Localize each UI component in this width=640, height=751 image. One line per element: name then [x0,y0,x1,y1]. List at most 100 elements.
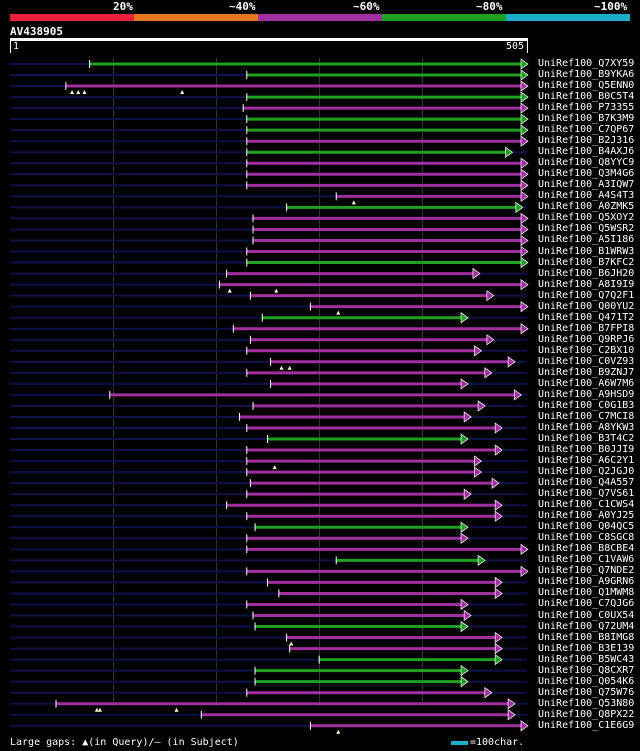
hit-name-link[interactable]: UniRef100_B3T4C2 [538,433,635,445]
hit-end-arrow [494,510,503,522]
hit-name-link[interactable]: UniRef100_Q054K6 [538,675,635,687]
hit-name-link[interactable]: UniRef100_B3E139 [538,642,635,654]
hit-name-link[interactable]: UniRef100_B8CBE4 [538,543,635,555]
hit-end-arrow [460,532,469,544]
hit-name-link[interactable]: UniRef100_A0ZMK5 [538,201,635,213]
hit-name-link[interactable]: UniRef100_Q4A557 [538,477,635,489]
hit-name-link[interactable]: UniRef100_Q7NDE2 [538,565,635,577]
hit-name-link[interactable]: UniRef100_Q75W76 [538,686,635,698]
hit-name-link[interactable]: UniRef100_B2J316 [538,135,635,147]
hit-name-link[interactable]: UniRef100_C7QJG6 [538,598,635,610]
hit-name-link[interactable]: UniRef100_P73355 [538,102,635,114]
hit-end-arrow [520,157,529,169]
hit-end-arrow [520,565,529,578]
hit-end-arrow [491,477,500,489]
hit-end-arrow [460,598,469,611]
hit-name-link[interactable]: UniRef100_B4AXJ6 [538,146,635,158]
hit-name-link[interactable]: UniRef100_A9HSD9 [538,388,635,400]
hit-name-link[interactable]: UniRef100_Q1MWM8 [538,587,635,599]
query-gap-marker [82,90,87,95]
hit-name-link[interactable]: UniRef100_B6JH20 [538,267,635,279]
hit-name-link[interactable]: UniRef100_B9YKA6 [538,69,635,81]
hit-name-link[interactable]: UniRef100_B1WRW3 [538,245,635,257]
hit-end-arrow [494,422,503,434]
query-gap-marker [174,707,179,712]
hit-name-link[interactable]: UniRef100_A9GRN6 [538,576,635,588]
hit-name-link[interactable]: UniRef100_A0YJ25 [538,510,635,522]
hit-name-link[interactable]: UniRef100_Q2JGJ0 [538,466,635,478]
hit-name-link[interactable]: UniRef100_A8YKW3 [538,421,635,433]
hit-name-link[interactable]: UniRef100_C7MCI8 [538,410,635,422]
hit-name-link[interactable]: UniRef100_B7K3M9 [538,113,635,125]
hit-name-link[interactable]: UniRef100_A4S4T3 [538,190,635,202]
hit-end-arrow [520,113,529,125]
hit-end-arrow [520,256,529,269]
hit-end-arrow [474,455,483,467]
hit-end-arrow [520,91,529,103]
hit-name-link[interactable]: UniRef100_Q471T2 [538,311,635,323]
hit-name-link[interactable]: UniRef100_Q8YYC9 [538,157,635,169]
hit-end-arrow [494,631,503,644]
legend-bar-green [382,14,506,21]
hit-name-link[interactable]: UniRef100_Q5XOY2 [538,212,635,224]
hit-end-arrow [520,58,529,70]
query-gap-marker [94,707,99,712]
hit-name-link[interactable]: UniRef100_Q7Q2F1 [538,289,635,301]
hit-name-link[interactable]: UniRef100_Q9RPJ6 [538,333,635,345]
scale-label: =100char. [470,737,525,748]
hit-end-arrow [494,642,503,655]
hit-end-arrow [515,201,524,214]
hit-end-arrow [474,345,483,357]
hit-name-link[interactable]: UniRef100_C1CWS4 [538,499,635,511]
hit-name-link[interactable]: UniRef100_C7QP67 [538,124,635,136]
hit-name-link[interactable]: UniRef100_Q04QC5 [538,521,635,533]
hit-name-link[interactable]: UniRef100_B0JJI9 [538,444,635,456]
hit-name-link[interactable]: UniRef100_A6C2Y1 [538,455,635,467]
hit-name-link[interactable]: UniRef100_C1VAW6 [538,554,635,566]
hit-name-link[interactable]: UniRef100_B0C5T4 [538,91,635,103]
hit-end-arrow [463,411,472,423]
hit-name-link[interactable]: UniRef100_Q5WSR2 [538,223,635,235]
hit-name-link[interactable]: UniRef100_B9ZNJ7 [538,366,635,378]
hit-name-link[interactable]: UniRef100_C2BX10 [538,344,635,356]
hit-name-link[interactable]: UniRef100_B7FPI8 [538,322,635,334]
hit-end-arrow [460,312,469,324]
hit-name-link[interactable]: UniRef100_B5WC43 [538,653,635,665]
hit-end-arrow [520,69,529,81]
hit-name-link[interactable]: UniRef100_C0G1B3 [538,399,635,411]
hit-name-link[interactable]: UniRef100_B8IMG8 [538,631,635,643]
hit-end-arrow [520,212,529,225]
hit-end-arrow [520,300,529,313]
hit-name-link[interactable]: UniRef100_Q8PX22 [538,708,635,720]
hit-name-link[interactable]: UniRef100_Q3M4G6 [538,168,635,180]
hit-end-arrow [484,687,493,699]
grid-line [422,58,423,706]
hit-name-link[interactable]: UniRef100_Q5ENN0 [538,80,635,92]
hit-name-link[interactable]: UniRef100_Q53N80 [538,697,635,709]
hit-name-link[interactable]: UniRef100_Q7XY59 [538,58,635,69]
hit-name-link[interactable]: UniRef100_C1E6G9 [538,719,635,731]
hit-name-link[interactable]: UniRef100_C0UX54 [538,609,635,621]
hit-name-link[interactable]: UniRef100_Q72UM4 [538,620,635,632]
hit-end-arrow [460,664,469,677]
query-gap-marker [76,90,81,95]
hit-end-arrow [520,135,529,147]
hit-end-arrow [486,334,495,346]
hit-name-link[interactable]: UniRef100_C0VZ93 [538,355,635,367]
hit-end-arrow [474,466,483,478]
hit-name-link[interactable]: UniRef100_Q8CXR7 [538,664,635,676]
hit-name-link[interactable]: UniRef100_Q7VS61 [538,488,635,500]
legend-bar-orange [134,14,258,21]
hit-name-link[interactable]: UniRef100_C8SGC8 [538,532,635,544]
scale-bar [451,741,468,745]
query-gap-marker [180,90,185,95]
hit-name-link[interactable]: UniRef100_Q00YU2 [538,300,635,312]
hit-end-arrow [520,223,529,236]
hit-name-link[interactable]: UniRef100_A5I186 [538,234,635,246]
query-gap-marker [289,641,294,646]
hit-name-link[interactable]: UniRef100_A3IQW7 [538,179,635,191]
hit-name-link[interactable]: UniRef100_A6W7M6 [538,377,635,389]
hit-end-arrow [520,124,529,136]
hit-name-link[interactable]: UniRef100_B7KFC2 [538,256,635,268]
hit-name-link[interactable]: UniRef100_A8I9I9 [538,278,635,290]
